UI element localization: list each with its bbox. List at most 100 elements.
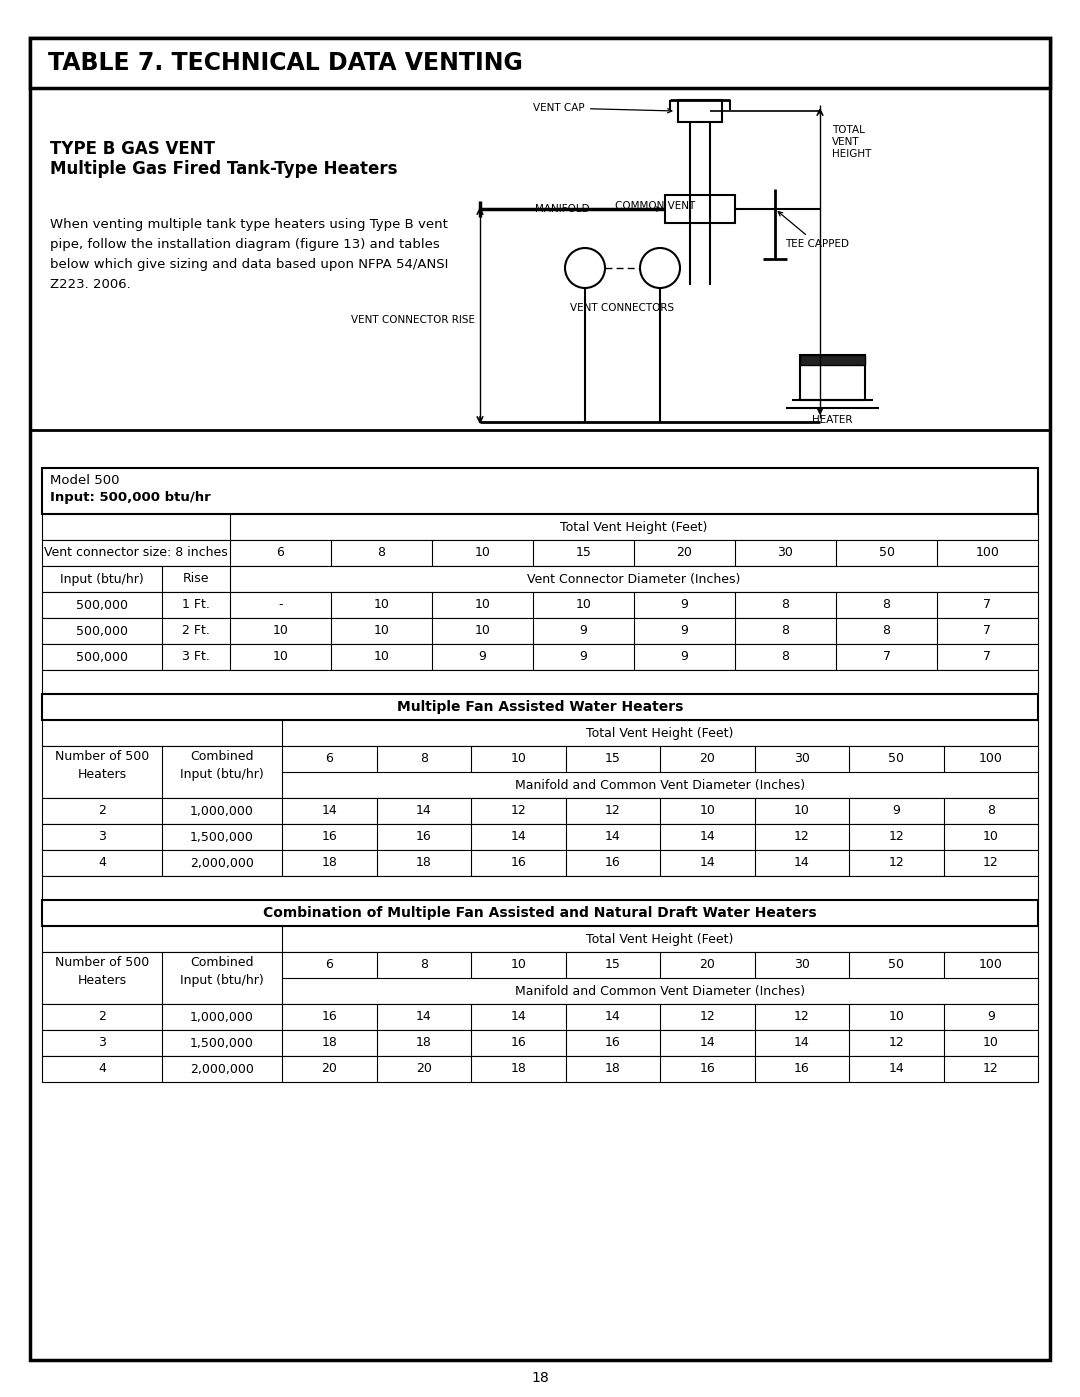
Text: Heaters: Heaters: [78, 974, 126, 988]
Text: 10: 10: [700, 805, 715, 817]
Text: Combination of Multiple Fan Assisted and Natural Draft Water Heaters: Combination of Multiple Fan Assisted and…: [264, 907, 816, 921]
Text: 20: 20: [700, 753, 715, 766]
Text: 10: 10: [511, 753, 526, 766]
Bar: [42, 644, 1038, 671]
Text: 18: 18: [416, 856, 432, 869]
Text: 8: 8: [782, 598, 789, 612]
Text: 16: 16: [605, 1037, 621, 1049]
Text: TEE CAPPED: TEE CAPPED: [779, 212, 849, 249]
Text: 12: 12: [889, 856, 904, 869]
Text: 16: 16: [605, 856, 621, 869]
Text: 2,000,000: 2,000,000: [190, 856, 254, 869]
Text: 30: 30: [778, 546, 794, 560]
Text: 8: 8: [782, 651, 789, 664]
Text: 16: 16: [700, 1063, 715, 1076]
Text: 8: 8: [987, 805, 995, 817]
Text: 6: 6: [276, 546, 284, 560]
Text: 10: 10: [983, 1037, 999, 1049]
Text: 10: 10: [272, 624, 288, 637]
Text: pipe, follow the installation diagram (figure 13) and tables: pipe, follow the installation diagram (f…: [50, 237, 440, 251]
Bar: [42, 1056, 1038, 1083]
Text: Number of 500: Number of 500: [55, 750, 149, 763]
Text: 50: 50: [878, 546, 894, 560]
Text: 14: 14: [416, 805, 432, 817]
Text: 7: 7: [882, 651, 891, 664]
Text: 9: 9: [680, 598, 688, 612]
Text: 3 Ft.: 3 Ft.: [183, 651, 210, 664]
Text: COMMON VENT: COMMON VENT: [615, 201, 696, 211]
Text: 16: 16: [511, 1037, 526, 1049]
Text: Total Vent Height (Feet): Total Vent Height (Feet): [561, 521, 707, 534]
Text: -: -: [279, 598, 283, 612]
Text: 30: 30: [794, 958, 810, 971]
Text: 100: 100: [978, 958, 1002, 971]
Text: 12: 12: [983, 856, 999, 869]
Text: 10: 10: [272, 651, 288, 664]
Text: 500,000: 500,000: [76, 624, 129, 637]
Text: 9: 9: [987, 1010, 995, 1024]
Bar: [42, 617, 1038, 644]
Bar: [42, 468, 1038, 514]
Text: Model 500: Model 500: [50, 474, 120, 486]
Text: HEIGHT: HEIGHT: [832, 149, 872, 159]
Text: 14: 14: [700, 830, 715, 844]
Bar: [42, 849, 1038, 876]
Text: 10: 10: [576, 598, 592, 612]
Text: When venting multiple tank type heaters using Type B vent: When venting multiple tank type heaters …: [50, 218, 448, 231]
Text: 2 Ft.: 2 Ft.: [183, 624, 210, 637]
Text: Vent Connector Diameter (Inches): Vent Connector Diameter (Inches): [527, 573, 741, 585]
Text: 15: 15: [605, 753, 621, 766]
Bar: [42, 824, 1038, 849]
Text: VENT: VENT: [832, 137, 860, 147]
Text: 6: 6: [325, 958, 334, 971]
Text: TABLE 7. TECHNICAL DATA VENTING: TABLE 7. TECHNICAL DATA VENTING: [48, 52, 523, 75]
Text: 10: 10: [474, 624, 490, 637]
Text: 18: 18: [511, 1063, 526, 1076]
Text: Vent connector size: 8 inches: Vent connector size: 8 inches: [44, 546, 228, 560]
Text: 18: 18: [531, 1370, 549, 1384]
Text: 9: 9: [680, 651, 688, 664]
Text: 18: 18: [322, 1037, 337, 1049]
Text: 18: 18: [605, 1063, 621, 1076]
Text: Input (btu/hr): Input (btu/hr): [60, 573, 144, 585]
Text: 14: 14: [511, 1010, 526, 1024]
Text: 8: 8: [782, 624, 789, 637]
Text: 9: 9: [680, 624, 688, 637]
Text: 12: 12: [511, 805, 526, 817]
Text: Input: 500,000 btu/hr: Input: 500,000 btu/hr: [50, 492, 211, 504]
Text: 10: 10: [474, 546, 490, 560]
Text: MANIFOLD: MANIFOLD: [536, 204, 661, 214]
Text: 14: 14: [889, 1063, 904, 1076]
Bar: [42, 694, 1038, 719]
Text: 16: 16: [416, 830, 432, 844]
Text: 50: 50: [888, 753, 904, 766]
Bar: [42, 719, 1038, 746]
Text: VENT CONNECTORS: VENT CONNECTORS: [570, 303, 674, 313]
Text: 14: 14: [322, 805, 337, 817]
Text: Multiple Gas Fired Tank-Type Heaters: Multiple Gas Fired Tank-Type Heaters: [50, 161, 397, 177]
Text: 9: 9: [580, 651, 588, 664]
Text: Z223. 2006.: Z223. 2006.: [50, 278, 131, 291]
Text: Multiple Fan Assisted Water Heaters: Multiple Fan Assisted Water Heaters: [396, 700, 684, 714]
Text: 50: 50: [888, 958, 904, 971]
Text: 8: 8: [378, 546, 386, 560]
Text: 16: 16: [794, 1063, 810, 1076]
Text: 16: 16: [511, 856, 526, 869]
Text: 10: 10: [511, 958, 526, 971]
Text: 15: 15: [605, 958, 621, 971]
Text: 100: 100: [975, 546, 999, 560]
Text: Manifold and Common Vent Diameter (Inches): Manifold and Common Vent Diameter (Inche…: [515, 985, 805, 997]
Text: 12: 12: [889, 1037, 904, 1049]
Text: 4: 4: [98, 856, 106, 869]
Text: 1,500,000: 1,500,000: [190, 1037, 254, 1049]
Text: 14: 14: [700, 1037, 715, 1049]
Text: 14: 14: [794, 856, 810, 869]
Text: 8: 8: [420, 958, 428, 971]
Text: 1,000,000: 1,000,000: [190, 805, 254, 817]
Text: 10: 10: [794, 805, 810, 817]
Text: TYPE B GAS VENT: TYPE B GAS VENT: [50, 140, 215, 158]
Bar: [42, 541, 1038, 566]
Bar: [42, 951, 1038, 1004]
Text: 18: 18: [416, 1037, 432, 1049]
Text: 2: 2: [98, 1010, 106, 1024]
